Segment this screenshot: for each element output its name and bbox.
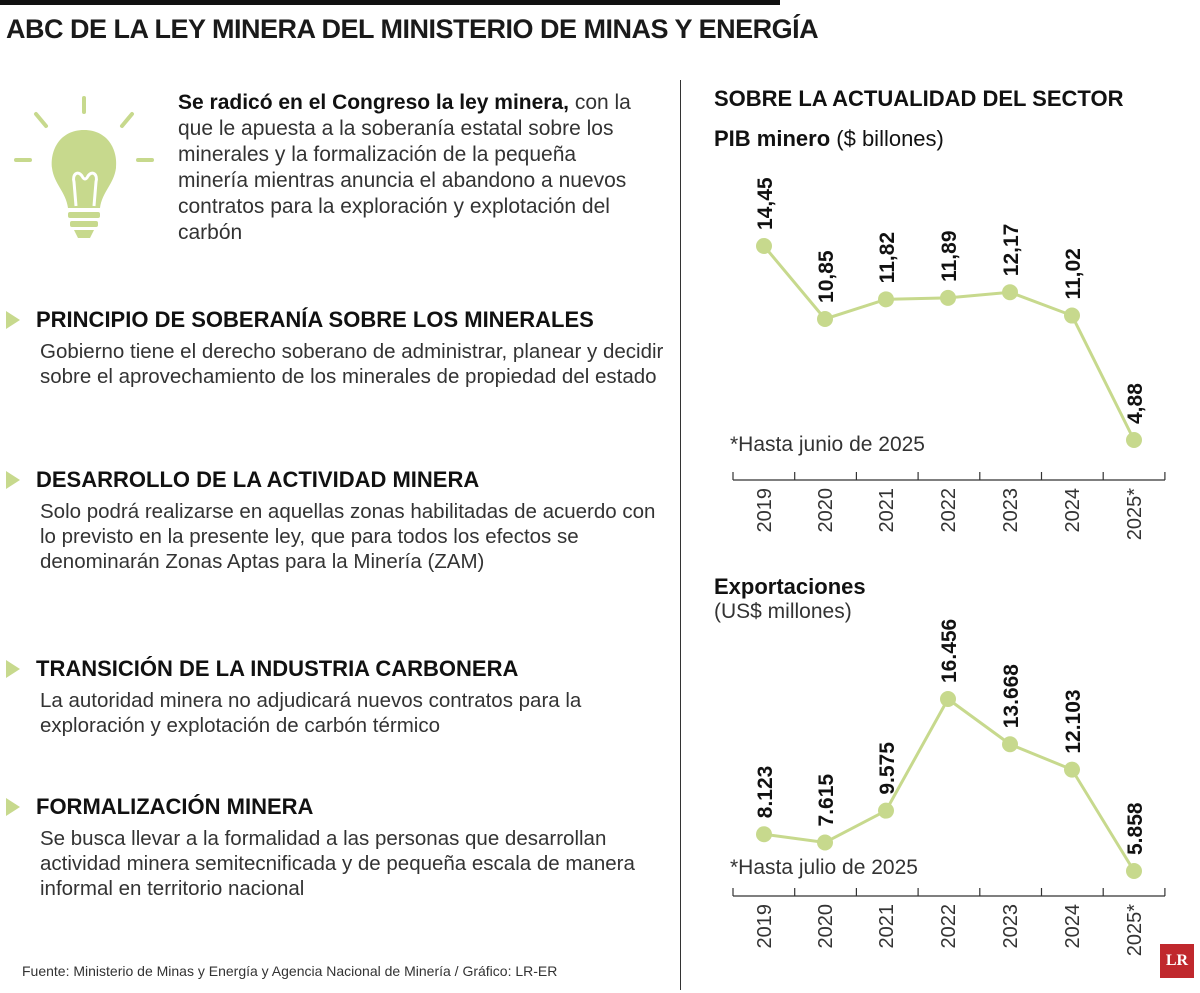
section-desarrollo: DESARROLLO DE LA ACTIVIDAD MINERA Solo p… bbox=[6, 467, 666, 574]
column-divider bbox=[680, 80, 681, 990]
data-point bbox=[940, 289, 956, 306]
x-tick-label: 2022 bbox=[938, 904, 960, 949]
data-point bbox=[1002, 284, 1018, 301]
data-point bbox=[940, 691, 956, 707]
data-label: 10,85 bbox=[815, 250, 838, 303]
top-rule bbox=[0, 0, 780, 5]
data-label: 12,17 bbox=[1000, 224, 1023, 277]
data-point bbox=[756, 826, 772, 843]
triangle-bullet-icon bbox=[6, 311, 20, 329]
x-tick-label: 2024 bbox=[1062, 488, 1084, 533]
section-body: Solo podrá realizarse en aquellas zonas … bbox=[40, 500, 656, 573]
source-note: Fuente: Ministerio de Minas y Energía y … bbox=[22, 963, 558, 979]
x-tick-label: 2019 bbox=[754, 488, 776, 533]
data-point bbox=[1064, 761, 1080, 778]
intro-bold: Se radicó en el Congreso la ley minera, bbox=[178, 91, 569, 114]
right-title: SOBRE LA ACTUALIDAD DEL SECTOR bbox=[714, 86, 1124, 111]
section-title: FORMALIZACIÓN MINERA bbox=[36, 794, 314, 819]
x-tick-label: 2021 bbox=[876, 488, 898, 533]
x-tick-label: 2024 bbox=[1062, 904, 1084, 949]
x-tick-label: 2019 bbox=[754, 904, 776, 949]
lightbulb-icon bbox=[14, 96, 154, 251]
data-point bbox=[817, 310, 833, 327]
data-label: 7.615 bbox=[815, 774, 838, 827]
lr-logo: LR bbox=[1160, 944, 1194, 978]
page-title: ABC DE LA LEY MINERA DEL MINISTERIO DE M… bbox=[6, 14, 819, 44]
x-tick-label: 2022 bbox=[938, 488, 960, 533]
data-point bbox=[1002, 736, 1018, 753]
data-label: 14,45 bbox=[754, 177, 777, 230]
x-tick-label: 2025* bbox=[1124, 488, 1146, 540]
data-label: 11,02 bbox=[1062, 248, 1085, 299]
chart1-note: *Hasta junio de 2025 bbox=[730, 433, 925, 456]
x-tick-label: 2025* bbox=[1124, 904, 1146, 956]
section-body: La autoridad minera no adjudicará nuevos… bbox=[40, 689, 582, 737]
triangle-bullet-icon bbox=[6, 471, 20, 489]
data-label: 16.456 bbox=[938, 619, 961, 683]
chart1-title-unit: ($ billones) bbox=[836, 126, 944, 151]
data-point bbox=[756, 238, 772, 254]
chart2-title: Exportaciones bbox=[714, 574, 866, 599]
data-label: 4,88 bbox=[1124, 383, 1147, 424]
section-title: PRINCIPIO DE SOBERANÍA SOBRE LOS MINERAL… bbox=[36, 307, 594, 332]
chart1-title: PIB minero ($ billones) bbox=[714, 126, 944, 152]
x-tick-label: 2021 bbox=[876, 904, 898, 949]
data-label: 8.123 bbox=[754, 766, 777, 819]
data-label: 12.103 bbox=[1062, 689, 1085, 753]
intro-body: con la que le apuesta a la soberanía est… bbox=[178, 91, 631, 244]
triangle-bullet-icon bbox=[6, 660, 20, 678]
data-label: 13.668 bbox=[1000, 664, 1023, 729]
data-point bbox=[817, 834, 833, 851]
section-transicion: TRANSICIÓN DE LA INDUSTRIA CARBONERA La … bbox=[6, 656, 666, 738]
data-point bbox=[1064, 307, 1080, 324]
section-title: DESARROLLO DE LA ACTIVIDAD MINERA bbox=[36, 467, 480, 492]
x-tick-label: 2023 bbox=[1000, 904, 1022, 949]
data-point bbox=[878, 291, 894, 308]
data-point bbox=[1126, 863, 1142, 879]
data-point bbox=[878, 802, 894, 819]
section-body: Se busca llevar a la formalidad a las pe… bbox=[40, 827, 635, 900]
section-formalizacion: FORMALIZACIÓN MINERA Se busca llevar a l… bbox=[6, 794, 666, 901]
intro-text: Se radicó en el Congreso la ley minera, … bbox=[178, 90, 648, 246]
data-label: 11,82 bbox=[876, 232, 899, 283]
x-tick-label: 2023 bbox=[1000, 488, 1022, 533]
data-label: 9.575 bbox=[876, 742, 899, 795]
section-soberania: PRINCIPIO DE SOBERANÍA SOBRE LOS MINERAL… bbox=[6, 307, 666, 389]
section-title: TRANSICIÓN DE LA INDUSTRIA CARBONERA bbox=[36, 656, 519, 681]
x-tick-label: 2020 bbox=[815, 488, 837, 533]
data-label: 11,89 bbox=[938, 230, 961, 281]
section-body: Gobierno tiene el derecho soberano de ad… bbox=[40, 340, 664, 388]
chart2-unit: (US$ millones) bbox=[714, 600, 852, 623]
triangle-bullet-icon bbox=[6, 798, 20, 816]
data-label: 5.858 bbox=[1124, 802, 1147, 855]
data-point bbox=[1126, 432, 1142, 448]
chart2-note: *Hasta julio de 2025 bbox=[730, 856, 918, 879]
x-tick-label: 2020 bbox=[815, 904, 837, 949]
chart1-title-bold: PIB minero bbox=[714, 126, 831, 151]
